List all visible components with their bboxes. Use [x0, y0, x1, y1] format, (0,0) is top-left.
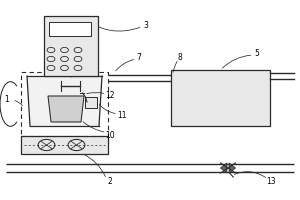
Polygon shape: [27, 76, 102, 126]
Text: 3: 3: [143, 21, 148, 29]
Text: 10: 10: [106, 130, 115, 140]
Bar: [21, 72, 108, 136]
Polygon shape: [229, 163, 236, 173]
Text: 7: 7: [136, 52, 141, 62]
Text: 1: 1: [4, 96, 9, 104]
Polygon shape: [220, 163, 227, 173]
Bar: [171, 70, 270, 126]
Text: 12: 12: [106, 90, 115, 99]
Text: 11: 11: [118, 112, 127, 120]
Bar: [50, 22, 92, 36]
Bar: [85, 97, 98, 108]
Text: 13: 13: [267, 176, 276, 186]
Bar: [21, 136, 108, 154]
Text: 8: 8: [178, 52, 182, 62]
Text: 5: 5: [254, 48, 259, 58]
Bar: [44, 16, 98, 76]
Polygon shape: [48, 96, 84, 122]
Text: 2: 2: [107, 178, 112, 186]
